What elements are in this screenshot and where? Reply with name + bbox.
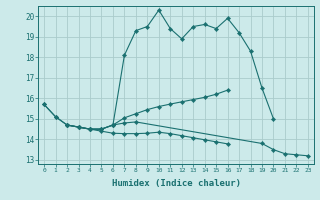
X-axis label: Humidex (Indice chaleur): Humidex (Indice chaleur)	[111, 179, 241, 188]
